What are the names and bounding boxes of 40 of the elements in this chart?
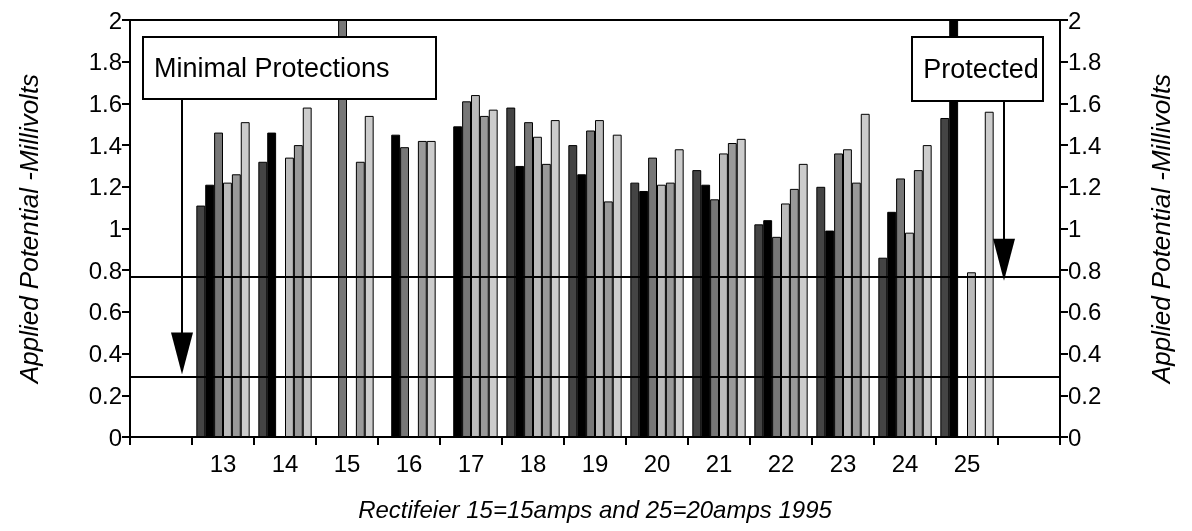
y2-tick-label: 0.4	[1068, 340, 1102, 368]
x-tick-label: 19	[581, 449, 609, 477]
y2-axis-title: Applied Potential -Millivolts	[1146, 73, 1176, 386]
y-tick-label: 0.8	[88, 256, 122, 284]
y-tick-label: 1.8	[88, 48, 122, 76]
x-tick-label: 16	[395, 449, 423, 477]
x-tick-label: 21	[705, 449, 733, 477]
x-tick-label: 25	[953, 449, 981, 477]
x-tick-label: 18	[519, 449, 547, 477]
x-axis-title: Rectifeier 15=15amps and 25=20amps 1995	[358, 495, 833, 523]
x-tick-label: 13	[209, 449, 237, 477]
x-tick-label: 14	[271, 449, 299, 477]
y-tick-label: 1	[108, 215, 122, 242]
x-tick-label: 23	[829, 449, 857, 477]
y-tick-label: 2	[108, 6, 122, 34]
y2-tick-label: 0.8	[1068, 256, 1102, 284]
x-tick-label: 17	[457, 449, 485, 477]
y-tick-label: 1.6	[88, 89, 122, 117]
y2-tick-label: 1.6	[1068, 89, 1102, 117]
y2-tick-label: 1.8	[1068, 48, 1102, 76]
y2-tick-label: 1.4	[1068, 131, 1102, 159]
y2-tick-label: 0	[1068, 423, 1082, 451]
x-tick-label: 15	[333, 449, 361, 477]
y-axis-title: Applied Potential -Millivolts	[14, 73, 44, 386]
y2-tick-label: 1.2	[1068, 173, 1102, 201]
x-tick-label: 24	[891, 449, 919, 477]
y2-tick-label: 2	[1068, 6, 1082, 34]
y2-tick-label: 0.6	[1068, 298, 1102, 326]
y2-tick-label: 1	[1068, 215, 1082, 242]
annotation: Protected	[911, 36, 1044, 102]
annotation: Minimal Protections	[142, 36, 437, 100]
y-tick-label: 0.6	[88, 298, 122, 326]
y-tick-label: 1.4	[88, 131, 122, 159]
y-tick-label: 0.4	[88, 340, 122, 368]
y2-tick-label: 0.2	[1068, 381, 1102, 409]
y-tick-label: 0	[108, 423, 122, 451]
y-tick-label: 1.2	[88, 173, 122, 201]
y-tick-label: 0.2	[88, 381, 122, 409]
x-tick-label: 20	[643, 449, 671, 477]
x-tick-label: 22	[767, 449, 795, 477]
